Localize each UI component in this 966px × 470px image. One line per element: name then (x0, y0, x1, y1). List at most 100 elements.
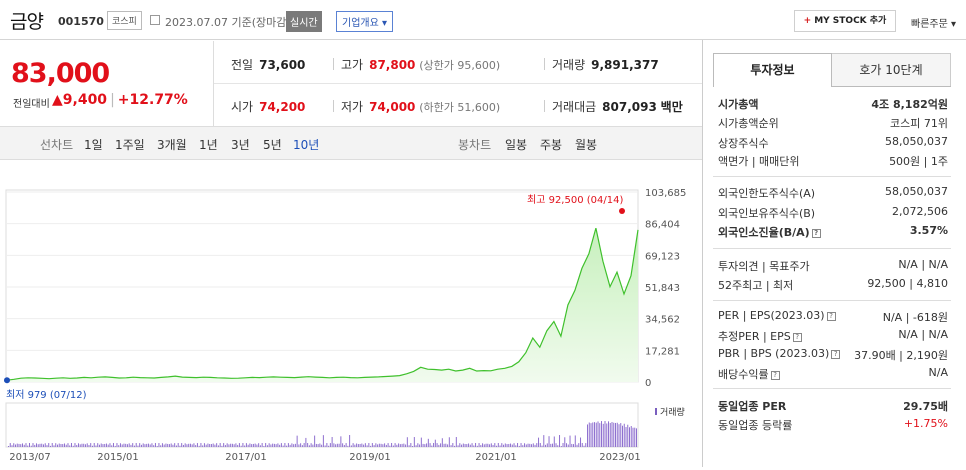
volume-bar (144, 444, 146, 447)
tab-3m[interactable]: 3개월 (157, 138, 187, 152)
volume-bar (118, 445, 120, 447)
volume-bar (280, 443, 282, 447)
tab-1d[interactable]: 1일 (84, 138, 103, 152)
volume-bar (466, 444, 468, 447)
volume-bar (329, 443, 331, 447)
volume-bar (174, 443, 176, 447)
volume-bar (188, 443, 190, 447)
quick-order-dropdown[interactable]: 빠른주문 ▾ (911, 19, 956, 30)
tab-daily[interactable]: 일봉 (505, 138, 528, 152)
volume-bar (189, 443, 191, 447)
help-icon[interactable]: ? (792, 333, 802, 342)
volume-bar (464, 443, 466, 447)
opinion-label: 투자의견 | 목표주가 (718, 260, 810, 273)
help-icon[interactable]: ? (831, 350, 841, 359)
volume-bar (564, 437, 566, 447)
volume-bar (247, 444, 249, 447)
volume-bar (380, 443, 382, 447)
sector-change-label[interactable]: 동일업종 등락률 (718, 419, 793, 432)
volume-bar (49, 445, 51, 447)
volume-bar (81, 443, 83, 447)
volume-bar (67, 443, 69, 447)
change-percent: +12.77% (117, 92, 188, 108)
volume-bar (331, 436, 333, 447)
volume-bar (20, 444, 22, 447)
volume-bar (571, 443, 573, 447)
volume-bar (328, 445, 330, 447)
volume-bar (557, 445, 559, 447)
tab-3y[interactable]: 3년 (231, 138, 250, 152)
tab-weekly[interactable]: 주봉 (540, 138, 563, 152)
volume-bar (487, 443, 489, 447)
volume-bar (445, 443, 447, 447)
volume-bar (235, 443, 237, 447)
base-date: 2023.07.07 기준(장마감) (165, 16, 291, 29)
volume-bar (606, 423, 608, 447)
volume-bar (244, 445, 246, 447)
volume-bar (573, 444, 575, 447)
volume-bar (492, 445, 494, 447)
volume-bar (284, 443, 286, 447)
sector-per-label[interactable]: 동일업종 PER (718, 400, 787, 413)
par-row: 액면가 | 매매단위 500원 | 1주 (718, 153, 948, 169)
tab-invest-info[interactable]: 투자정보 (713, 53, 832, 87)
volume-bar (427, 438, 429, 447)
volume-bar (357, 444, 359, 447)
sector-per-row[interactable]: 동일업종 PER 29.75배 (718, 398, 948, 414)
high-label: 고가 (341, 58, 364, 72)
tab-5y[interactable]: 5년 (263, 138, 282, 152)
volume-bar (436, 443, 438, 447)
volume-bar (63, 443, 65, 447)
w52-row: 52주최고 | 최저 92,500 | 4,810 (718, 277, 948, 293)
help-icon[interactable]: ? (770, 371, 780, 380)
volume-bar (210, 444, 212, 447)
opinion-row: 투자의견 | 목표주가 N/A | N/A (718, 258, 948, 274)
dividend-label-text: 배당수익률 (718, 368, 769, 381)
foreign-hold-value: 2,072,506 (892, 205, 948, 218)
volume-bar (511, 444, 513, 447)
x-tick-label: 2021/01 (475, 452, 517, 463)
volume-bar (203, 443, 205, 447)
per-value: N/A | -618원 (882, 311, 948, 324)
trade-amount: 거래대금 807,093 백만 (552, 98, 683, 115)
pbr-label: PBR | BPS (2023.03)? (718, 347, 841, 360)
tab-1y[interactable]: 1년 (199, 138, 218, 152)
volume-bar (503, 444, 505, 447)
volume-bar (319, 443, 321, 447)
volume-bar (513, 443, 515, 447)
volume-bar (581, 443, 583, 447)
volume-bar (245, 443, 247, 447)
volume-bar (517, 443, 519, 447)
open-price: 시가 74,200 (231, 98, 305, 115)
volume-bar (438, 444, 440, 447)
volume-bar (461, 444, 463, 447)
stock-code: 001570 (58, 15, 104, 28)
volume-bar (121, 444, 123, 447)
help-icon[interactable]: ? (826, 312, 836, 321)
volume-bar (447, 444, 449, 447)
volume-bar (419, 444, 421, 447)
volume-bar (112, 443, 114, 447)
tab-1w[interactable]: 1주일 (115, 138, 145, 152)
corp-info-dropdown[interactable]: 기업개요 ▾ (336, 11, 393, 32)
volume-bar (214, 444, 216, 447)
volume-bar (550, 443, 552, 447)
volume-bar (520, 443, 522, 447)
volume-bar (104, 443, 106, 447)
volume-bar (534, 444, 536, 447)
sector-change-row[interactable]: 동일업종 등락률 +1.75% (718, 417, 948, 433)
tab-10y[interactable]: 10년 (293, 138, 320, 152)
volume-bar (363, 444, 365, 447)
volume-bar (532, 443, 534, 447)
volume-bar (321, 444, 323, 447)
realtime-button[interactable]: 실시간 (286, 11, 322, 32)
add-mystock-button[interactable]: + MY STOCK 추가 (794, 10, 896, 32)
price-change: ▲9,400 | +12.77% (52, 92, 188, 108)
volume-bar (555, 443, 557, 447)
shares-row: 상장주식수 58,050,037 (718, 135, 948, 151)
volume-bar (595, 422, 597, 447)
y-tick-label: 86,404 (645, 220, 680, 231)
tab-monthly[interactable]: 월봉 (575, 138, 598, 152)
tab-orderbook[interactable]: 호가 10단계 (832, 53, 951, 87)
help-icon[interactable]: ? (811, 229, 821, 238)
